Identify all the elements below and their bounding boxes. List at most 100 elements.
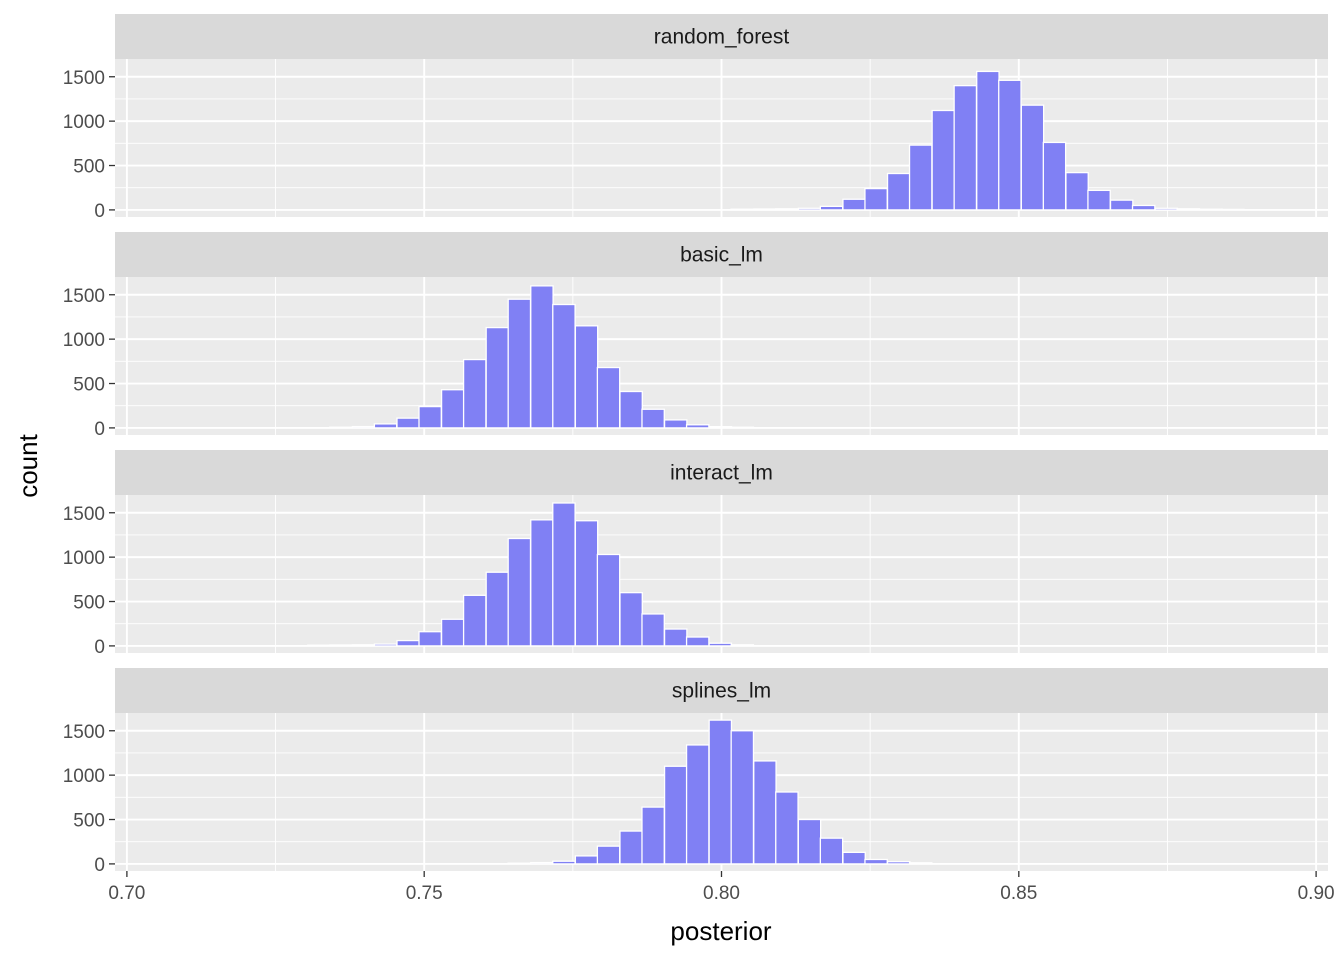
histogram-bar <box>552 860 576 865</box>
histogram-bar <box>908 862 933 865</box>
facet-strip <box>115 668 1328 713</box>
facet-panels: random_forest 0 500 1000 1500 basic_lm 0 500 100… <box>63 14 1328 876</box>
histogram-bar <box>418 631 442 647</box>
histogram-bar <box>440 618 465 647</box>
histogram-bar <box>574 855 599 865</box>
x-axis: 0.70 0.75 0.80 0.85 0.90 <box>108 871 1335 904</box>
y-tick-label: 1000 <box>63 766 105 787</box>
histogram-bar <box>1020 104 1045 211</box>
histogram-bar <box>1065 171 1089 211</box>
y-tick-label: 0 <box>94 419 105 440</box>
y-axis-title: count <box>13 433 43 497</box>
histogram-bar <box>530 285 554 429</box>
x-tick-label: 0.90 <box>1298 883 1335 904</box>
histogram-bar <box>819 837 844 865</box>
histogram-bar <box>730 208 755 211</box>
histogram-bar <box>485 571 510 647</box>
histogram-bar <box>708 642 733 647</box>
y-tick-label: 500 <box>73 811 105 832</box>
facet-strip-label: random_forest <box>654 26 790 49</box>
x-tick-label: 0.70 <box>108 883 145 904</box>
histogram-bar <box>864 187 888 211</box>
histogram-bar <box>1154 207 1179 211</box>
histogram-bar <box>797 818 822 865</box>
x-tick-label: 0.85 <box>1000 883 1037 904</box>
histogram-bar <box>663 419 688 429</box>
histogram-bar <box>507 537 532 647</box>
histogram-bar <box>685 636 710 647</box>
histogram-bar <box>329 426 353 429</box>
histogram-bar <box>775 791 799 865</box>
facet-strip <box>115 450 1328 495</box>
facet-basic-lm: basic_lm 0 500 1000 1500 <box>63 232 1328 440</box>
histogram-bar <box>1176 208 1201 211</box>
histogram-bar <box>596 553 621 647</box>
histogram-bar <box>708 719 733 865</box>
histogram-bar <box>596 366 621 429</box>
y-tick-label: 500 <box>73 157 105 178</box>
histogram-bar <box>886 861 911 865</box>
histogram-bar <box>797 207 822 211</box>
y-tick-label: 0 <box>94 201 105 222</box>
histogram-bar <box>1087 189 1111 211</box>
histogram-bar <box>574 520 599 647</box>
histogram-bar <box>931 109 956 211</box>
histogram-bar <box>1131 204 1156 211</box>
histogram-bar <box>574 325 599 429</box>
facet-strip <box>115 232 1328 277</box>
histogram-bar <box>685 744 710 865</box>
y-tick-label: 1000 <box>63 330 105 351</box>
histogram-bar <box>462 358 487 429</box>
histogram-bar <box>908 144 933 211</box>
histogram-bar <box>485 326 510 429</box>
facet-strip-label: interact_lm <box>670 462 773 485</box>
histogram-bar <box>1221 208 1245 211</box>
histogram-bar <box>329 644 353 647</box>
x-axis-title: posterior <box>670 916 771 946</box>
histogram-bar <box>730 644 755 647</box>
histogram-bar <box>307 644 331 647</box>
histogram-bar <box>507 298 532 429</box>
histogram-bar <box>1199 208 1223 211</box>
histogram-bar <box>373 423 398 429</box>
histogram-bar <box>373 643 398 647</box>
histogram-bar <box>842 851 866 865</box>
histogram-bar <box>440 389 465 429</box>
histogram-bar <box>530 519 554 647</box>
histogram-bar <box>641 408 665 429</box>
histogram-bar <box>753 760 777 865</box>
histogram-bar <box>552 502 576 647</box>
histogram-bar <box>864 858 888 865</box>
histogram-bar <box>685 424 710 429</box>
histogram-bar <box>730 730 755 865</box>
y-tick-label: 1500 <box>63 504 105 525</box>
histogram-bar <box>753 208 777 211</box>
y-tick-label: 500 <box>73 593 105 614</box>
histogram-bar <box>619 591 643 647</box>
y-tick-label: 1000 <box>63 548 105 569</box>
y-tick-label: 0 <box>94 855 105 876</box>
facet-interact-lm: interact_lm 0 500 1000 1500 <box>63 450 1328 658</box>
histogram-bar <box>396 639 420 647</box>
histogram-bar <box>351 644 376 647</box>
histogram-bar <box>976 70 1000 211</box>
y-tick-label: 500 <box>73 375 105 396</box>
facet-strip <box>115 14 1328 59</box>
x-tick-label: 0.75 <box>406 883 443 904</box>
histogram-bar <box>886 172 911 211</box>
histogram-bar <box>596 845 621 865</box>
histogram-bar <box>507 862 532 865</box>
histogram-bar <box>708 426 733 429</box>
facet-random-forest: random_forest 0 500 1000 1500 <box>63 14 1328 222</box>
histogram-bar <box>462 594 487 647</box>
histogram-bar <box>530 861 554 865</box>
y-tick-label: 1000 <box>63 112 105 133</box>
histogram-bar <box>641 613 665 647</box>
histogram-bar <box>1109 199 1134 211</box>
y-tick-label: 1500 <box>63 68 105 89</box>
y-tick-label: 1500 <box>63 722 105 743</box>
histogram-bar <box>619 390 643 429</box>
histogram-bar <box>775 208 799 211</box>
x-tick-label: 0.80 <box>703 883 740 904</box>
